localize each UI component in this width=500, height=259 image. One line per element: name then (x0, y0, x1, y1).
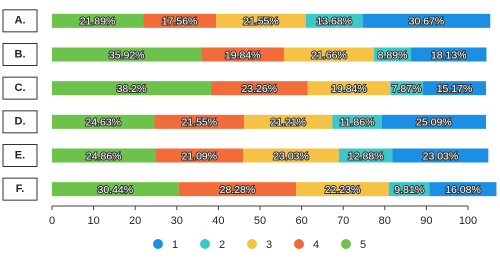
bar-segment (338, 148, 393, 163)
value-label: 21.89% (80, 16, 116, 28)
bar-segment (143, 13, 217, 28)
bar-segment (154, 114, 245, 129)
legend-label: 2 (219, 239, 225, 251)
bar-segment (390, 81, 423, 96)
x-tick-label: 10 (87, 215, 99, 227)
bar-segment (411, 47, 487, 62)
value-label: 17.56% (162, 16, 198, 28)
value-label: 23.26% (241, 83, 277, 95)
bar-segment (52, 114, 155, 129)
x-tick-label: 90 (420, 215, 432, 227)
value-label: 9.81% (394, 184, 424, 196)
bar-segment (52, 13, 144, 28)
value-label: 21.55% (243, 16, 279, 28)
legend-label: 3 (266, 239, 272, 251)
bar-segment (296, 182, 389, 197)
legend-label: 5 (360, 239, 366, 251)
value-label: 25.09% (416, 117, 452, 129)
category-box (2, 9, 38, 33)
legend-swatch (294, 239, 304, 249)
bar-segment (178, 182, 297, 197)
legend-label: 4 (313, 239, 319, 251)
bar-segment (52, 47, 202, 62)
bar-segment (210, 81, 308, 96)
value-label: 13.68% (316, 16, 352, 28)
category-box (2, 177, 38, 201)
value-label: 38.2% (117, 83, 147, 95)
category-box (2, 110, 38, 134)
value-label: 18.13% (431, 49, 467, 61)
value-label: 11.86% (340, 117, 375, 129)
bar-segment (52, 182, 179, 197)
value-label: 12.88% (348, 150, 384, 162)
value-label: 24.86% (86, 150, 122, 162)
legend-swatch (341, 239, 351, 249)
category-label: F. (16, 183, 25, 195)
legend-swatch (200, 239, 210, 249)
bar-segment (388, 182, 430, 197)
bar-segment (283, 47, 375, 62)
x-tick-label: 20 (129, 215, 141, 227)
bar-segment (216, 13, 306, 28)
value-label: 21.66% (311, 49, 347, 61)
bar-segment (244, 114, 333, 129)
bar-segment (422, 81, 487, 96)
value-label: 21.09% (181, 150, 217, 162)
bar-segment (381, 114, 487, 129)
category-label: C. (15, 82, 26, 94)
bar-segment (392, 148, 489, 163)
value-label: 15.17% (437, 83, 473, 95)
value-label: 7.87% (392, 83, 422, 95)
value-label: 35.92% (109, 49, 145, 61)
value-label: 21.55% (181, 117, 217, 129)
bar-segment (374, 47, 412, 62)
category-label: D. (15, 116, 26, 128)
x-tick-label: 100 (459, 215, 477, 227)
legend-swatch (153, 239, 163, 249)
bar-segment (362, 13, 491, 28)
bar-segment (429, 182, 497, 197)
x-tick-label: 30 (171, 215, 183, 227)
value-label: 8.89% (378, 49, 408, 61)
value-label: 16.08% (445, 184, 481, 196)
value-label: 28.28% (220, 184, 256, 196)
category-label: E. (15, 149, 25, 161)
value-label: 21.21% (270, 117, 306, 129)
bar-segment (332, 114, 382, 129)
x-tick-label: 50 (254, 215, 266, 227)
value-label: 19.84% (225, 49, 261, 61)
legend-label: 1 (172, 239, 178, 251)
value-label: 23.03% (423, 150, 459, 162)
category-box (2, 76, 38, 100)
value-label: 22.23% (325, 184, 361, 196)
bar-segment (243, 148, 339, 163)
x-tick-label: 80 (379, 215, 391, 227)
category-label: B. (15, 48, 26, 60)
value-label: 23.03% (273, 150, 309, 162)
bar-segment (307, 81, 391, 96)
x-tick-label: 0 (49, 215, 55, 227)
x-tick-label: 60 (295, 215, 307, 227)
value-label: 19.84% (331, 83, 367, 95)
category-box (2, 144, 38, 167)
legend-swatch (247, 239, 257, 249)
category-box (2, 43, 38, 66)
bar-segment (305, 13, 363, 28)
x-tick-label: 40 (212, 215, 224, 227)
bar-segment (201, 47, 284, 62)
category-label: A. (15, 15, 26, 27)
value-label: 30.67% (409, 16, 445, 28)
value-label: 30.44% (98, 184, 134, 196)
value-label: 24.63% (85, 117, 121, 129)
bar-segment (155, 148, 244, 163)
bar-segment (52, 148, 156, 163)
bar-segment (52, 81, 211, 96)
x-tick-label: 70 (337, 215, 349, 227)
